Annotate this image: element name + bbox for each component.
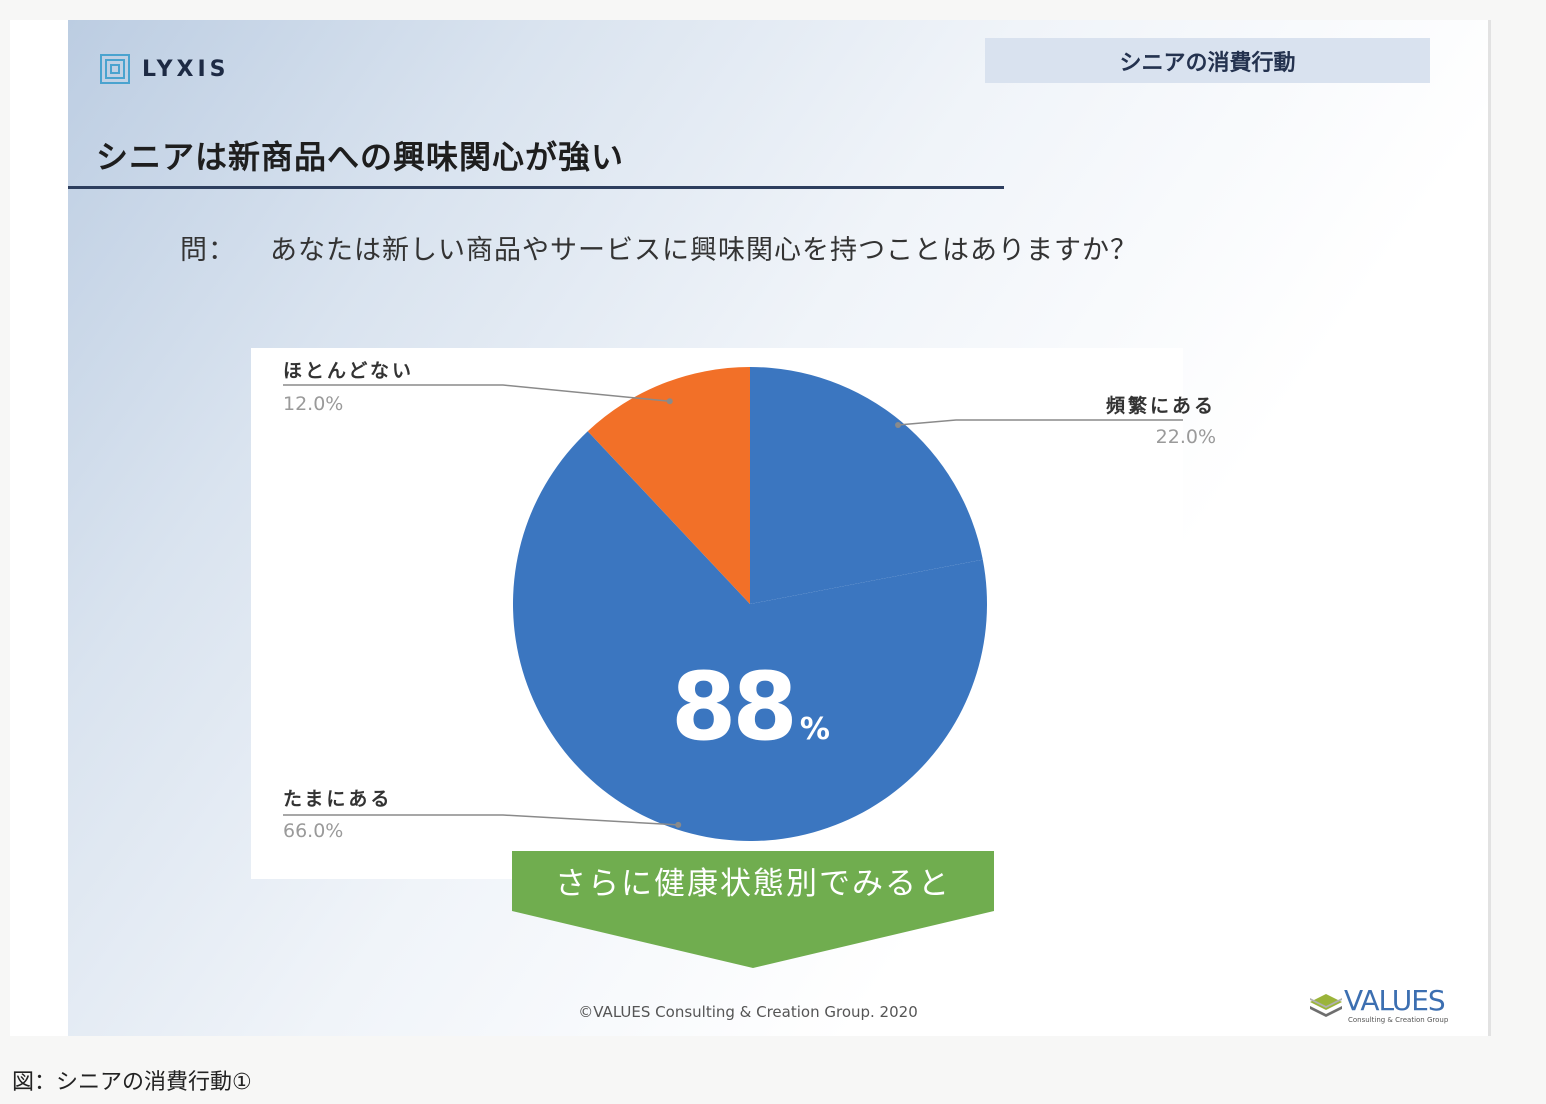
values-logo: VALUES Consulting & Creation Group	[1308, 984, 1468, 1028]
values-logo-mark-icon	[1310, 994, 1342, 1017]
slice-pct-sometimes: 66.0%	[283, 820, 344, 842]
values-logo-subtext: Consulting & Creation Group	[1348, 1016, 1449, 1024]
highlight-unit: %	[799, 712, 830, 747]
slice-pct-frequently: 22.0%	[1155, 426, 1216, 448]
slice-pct-rarely: 12.0%	[283, 393, 344, 415]
values-logo-text: VALUES	[1344, 984, 1446, 1017]
pie-chart-svg	[283, 367, 1183, 841]
highlight-number: 88	[671, 653, 798, 762]
slide: LYXIS シニアの消費行動 シニアは新商品への興味関心が強い 問： あなたは新し…	[68, 20, 1488, 1036]
leader-line-sometimes-dot	[675, 821, 682, 828]
page-title: シニアは新商品への興味関心が強い	[96, 138, 625, 176]
slice-label-rarely: ほとんどない	[283, 360, 415, 382]
lyxis-logo-mark-icon	[100, 54, 130, 84]
pie-slice-frequently	[750, 367, 983, 604]
leader-line-rarely-dot	[666, 398, 673, 405]
highlight-percentage: 88%	[671, 653, 830, 762]
section-tag: シニアの消費行動	[985, 38, 1430, 83]
survey-question: 問： あなたは新しい商品やサービスに興味関心を持つことはありますか？	[180, 228, 1138, 267]
leader-line-frequently	[897, 419, 1183, 426]
slice-label-sometimes: たまにある	[283, 788, 393, 810]
lyxis-logo: LYXIS	[100, 54, 230, 84]
leader-line-rarely	[283, 384, 670, 403]
slice-label-frequently: 頻繁にある	[1105, 395, 1216, 417]
leader-line-sometimes	[283, 814, 679, 826]
figure-caption: 図：シニアの消費行動①	[12, 1070, 252, 1095]
question-label: 問：	[180, 235, 236, 266]
pie-chart: ほとんどない 12.0% 頻繁にある 22.0% たまにある 66.0% 88%	[251, 348, 1216, 879]
pie-slice-sometimes	[513, 431, 987, 841]
pie-slice-rarely	[587, 367, 750, 604]
question-text: あなたは新しい商品やサービスに興味関心を持つことはありますか？	[270, 235, 1138, 266]
title-underline	[68, 186, 1004, 189]
callout-text: さらに健康状態別でみると	[555, 866, 951, 902]
lyxis-logo-text: LYXIS	[142, 56, 230, 82]
copyright-text: ©VALUES Consulting & Creation Group. 202…	[578, 1003, 918, 1021]
leader-line-frequently-dot	[895, 422, 902, 429]
callout-arrow	[512, 851, 994, 968]
